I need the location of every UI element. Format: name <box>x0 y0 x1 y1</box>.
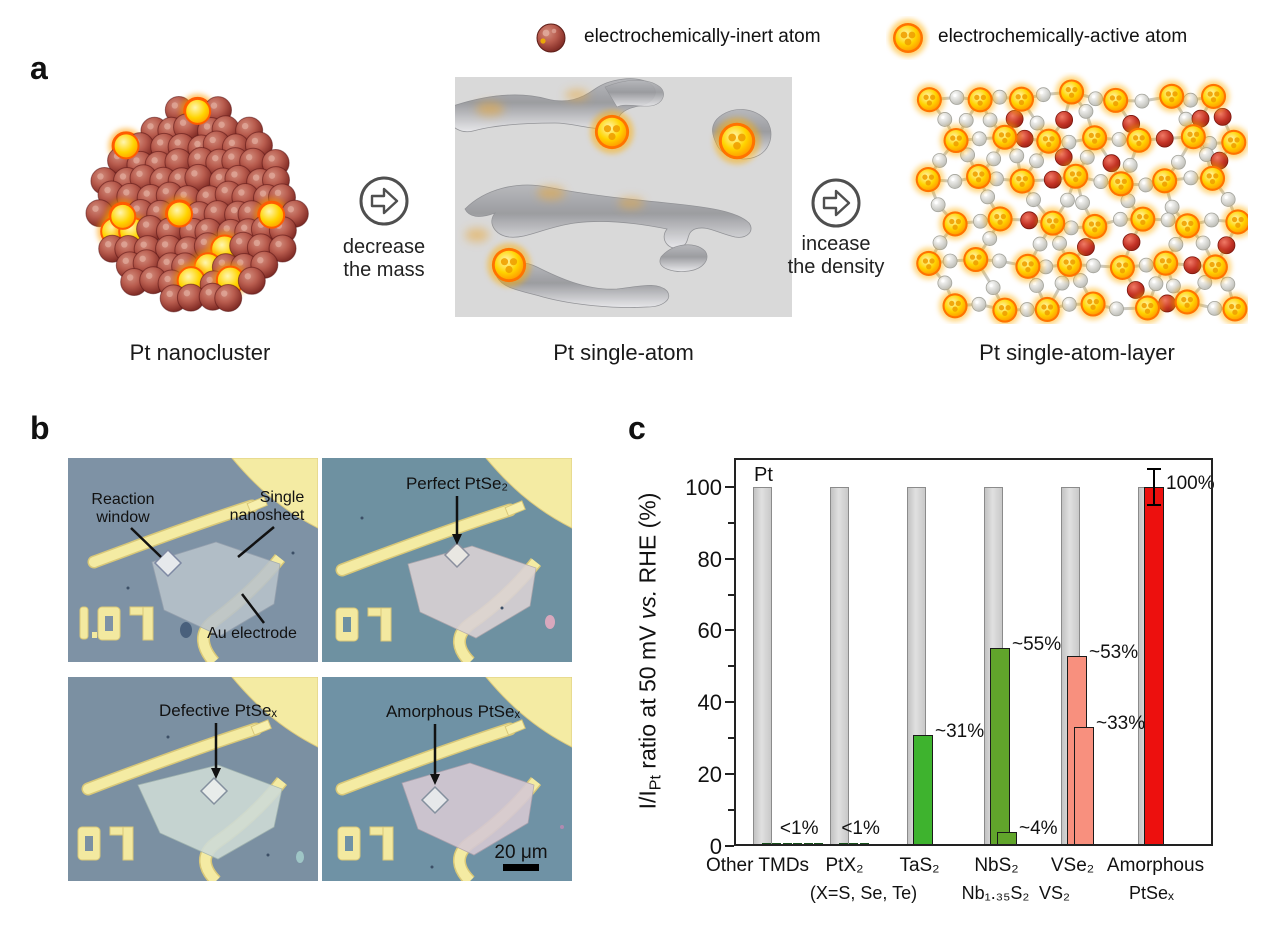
panel-a-label: a <box>30 50 48 86</box>
caption-pt-single-atom-layer: Pt single-atom-layer <box>979 340 1175 365</box>
annotation-single-nanosheet: Single <box>260 489 305 506</box>
y-tick-label: 60 <box>697 618 722 644</box>
bar-value-label: ~53% <box>1089 641 1139 663</box>
y-tick <box>725 845 734 847</box>
y-minor-tick <box>728 737 734 740</box>
bar-value-label: ~33% <box>1096 713 1146 735</box>
pt-nanocluster-illustration <box>85 93 309 313</box>
y-minor-tick <box>728 593 734 596</box>
annotation-amorphous-ptsex: Amorphous PtSeₓ <box>386 702 521 721</box>
micrograph-perfect-ptse2: Perfect PtSe₂ <box>322 458 572 662</box>
arrow1-caption: decrease the mass <box>328 236 440 282</box>
bar-value-label: <1% <box>841 818 880 840</box>
chart-frame <box>734 458 1213 846</box>
y-tick <box>725 701 734 704</box>
y-minor-tick <box>728 665 734 668</box>
bar-value-label: ~55% <box>1012 634 1062 656</box>
bar-value-label: <1% <box>779 818 819 840</box>
reference-bar <box>753 486 772 846</box>
x-tick-label: Other TMDs <box>705 855 810 876</box>
annotation-au-electrode: Au electrode <box>207 625 297 642</box>
x-tick-sublabel: VS₂ <box>1039 883 1070 903</box>
annotation-reaction-window: Reaction <box>91 491 154 508</box>
chip-number-07 <box>335 607 392 642</box>
y-tick-label: 80 <box>697 546 722 572</box>
micrograph-pristine-device: Reaction window Single nanosheet Au elec… <box>68 458 318 662</box>
bar-value-label: ~4% <box>1019 817 1058 839</box>
x-tick-label: VSe₂ <box>1050 855 1095 876</box>
scale-bar-label: 20 μm <box>494 842 547 863</box>
micrograph-amorphous-ptsex: Amorphous PtSeₓ 20 μm <box>322 677 572 881</box>
bar-value-label: 100% <box>1166 472 1215 494</box>
svg-text:window: window <box>95 509 150 526</box>
y-tick-label: 100 <box>685 474 722 500</box>
caption-pt-nanocluster: Pt nanocluster <box>129 340 271 365</box>
reaction-window-shape <box>420 785 450 815</box>
arrow2-line1: incease <box>801 233 871 255</box>
arrow1-line1: decrease <box>342 236 426 258</box>
x-tick-label: Amorphous <box>1106 855 1205 876</box>
reaction-window-shape <box>153 548 183 578</box>
error-bar <box>1153 468 1155 505</box>
scale-bar <box>503 864 539 871</box>
chip-number-07 <box>77 826 134 861</box>
right-arrow-icon <box>359 176 409 226</box>
active-atom-icon <box>889 19 927 57</box>
y-tick-label: 20 <box>697 762 722 788</box>
panel-c-label: c <box>628 410 646 446</box>
bar-value-label: ~31% <box>935 720 985 742</box>
y-tick <box>725 557 734 560</box>
reference-bar <box>830 486 849 846</box>
chip-number-07 <box>337 826 394 861</box>
x-tick-sublabel: PtSeₓ <box>1129 883 1174 903</box>
y-minor-tick <box>728 521 734 524</box>
y-tick-label: 40 <box>697 690 722 716</box>
caption-pt-single-atom: Pt single-atom <box>553 340 694 365</box>
reaction-window-shape <box>443 541 471 569</box>
svg-text:nanosheet: nanosheet <box>230 507 305 524</box>
x-tick-label: TaS₂ <box>899 855 940 876</box>
legend-inert-label: electrochemically-inert atom <box>584 26 821 47</box>
right-arrow-icon <box>811 178 861 228</box>
x-tick-sublabel: (X=S, Se, Te) <box>809 883 918 903</box>
inert-atom-icon <box>536 23 566 53</box>
panel-b-label: b <box>30 410 50 446</box>
legend-active-label: electrochemically-active atom <box>938 26 1188 47</box>
y-tick <box>725 485 734 488</box>
annotation-defective-ptsex: Defective PtSeₓ <box>159 701 277 720</box>
reference-label: Pt <box>754 463 773 486</box>
pt-single-atom-layer-illustration <box>912 76 1248 324</box>
pt-single-atom-illustration <box>455 77 792 317</box>
chip-number-07 <box>79 606 154 641</box>
x-tick-label: NbS₂ <box>974 855 1019 876</box>
error-bar-cap <box>1147 467 1161 470</box>
micrograph-defective-ptsex: Defective PtSeₓ <box>68 677 318 881</box>
reaction-window-shape <box>199 776 229 806</box>
error-bar-cap <box>1147 503 1161 506</box>
arrow2-caption: incease the density <box>780 233 892 279</box>
y-tick-label: 0 <box>709 834 722 859</box>
y-tick <box>725 773 734 776</box>
y-minor-tick <box>728 809 734 812</box>
x-tick-sublabel: Nb₁.₃₅S₂ <box>961 883 1030 903</box>
arrow2-line2: the density <box>787 256 885 278</box>
x-tick-label: PtX₂ <box>825 855 864 876</box>
y-tick <box>725 629 734 632</box>
arrow1-line2: the mass <box>343 259 425 281</box>
annotation-perfect-ptse2: Perfect PtSe₂ <box>406 474 508 493</box>
